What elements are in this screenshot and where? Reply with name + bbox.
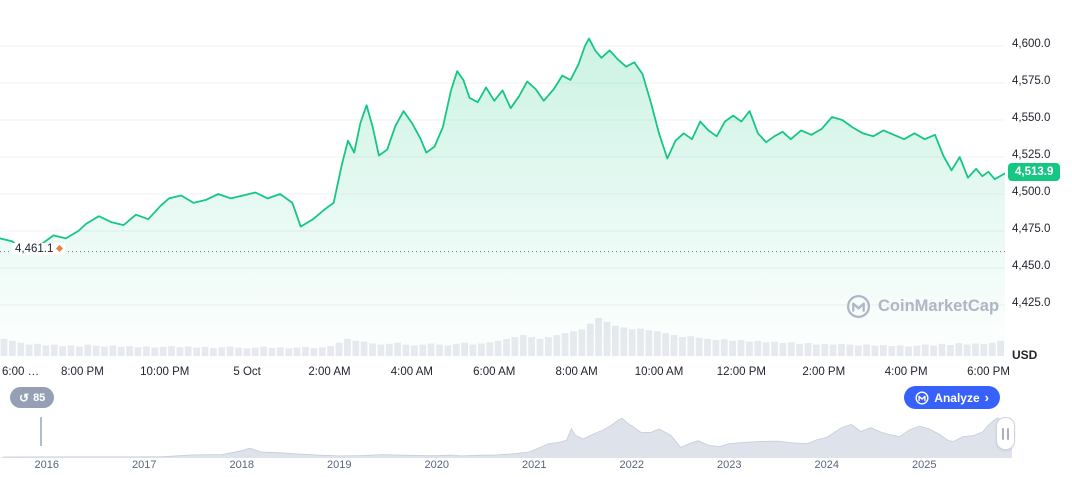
navigator-year-label: 2020 [424, 459, 450, 471]
navigator-year-label: 2022 [619, 459, 645, 471]
watermark-text: CoinMarketCap [878, 297, 1000, 315]
x-axis-tick-label: 6:00 PM [967, 366, 1010, 378]
x-axis-tick-label: 10:00 PM [140, 366, 190, 378]
x-axis-tick-label: 2:00 PM [802, 366, 846, 378]
bar-replay-badge[interactable]: ↺ 85 [10, 387, 55, 408]
x-axis-tick-label: 10:00 AM [634, 366, 684, 378]
handle-grip-icon [1002, 427, 1004, 440]
price-axis: USD 4,600.0 4,575.0 4,550.0 4,525.0 4,500.0 4… [1005, 0, 1072, 362]
y-axis-tick-label: 4,450.0 [1012, 260, 1051, 272]
x-axis-tick-label: 6:00 … [2, 366, 40, 378]
y-axis-tick-label: 4,475.0 [1012, 223, 1051, 235]
open-price-marker-icon [56, 245, 64, 253]
x-axis-tick-label: 4:00 AM [390, 366, 433, 378]
handle-grip-icon [1007, 427, 1009, 440]
navigator-year-label: 2018 [229, 459, 255, 471]
chevron-right-icon: › [984, 389, 989, 405]
x-axis-tick-label: 5 Oct [233, 366, 261, 378]
analyze-label: Analyze [934, 390, 980, 405]
navigator-year-label: 2023 [717, 459, 742, 471]
open-price-value: 4,461.1 [15, 242, 54, 255]
navigator-range-start-handle[interactable] [40, 417, 42, 446]
navigator-year-label: 2025 [912, 459, 937, 471]
analyze-button[interactable]: Analyze › [904, 386, 1000, 409]
x-axis-tick-label: 2:00 AM [308, 366, 351, 378]
bar-replay-count: 85 [33, 391, 46, 404]
price-chart-plot[interactable]: 4,461.1 CoinMarketCap [0, 0, 1005, 360]
navigator-year-label: 2017 [132, 459, 157, 471]
x-axis-tick-label: 4:00 PM [884, 366, 928, 378]
open-price-label: 4,461.1 [12, 242, 66, 255]
navigator-year-label: 2024 [814, 459, 840, 471]
history-clock-icon: ↺ [19, 390, 30, 405]
navigator-year-axis: 2016 2017 2018 2019 2020 2021 2022 2023 2024 2025 [0, 459, 1012, 475]
price-chart-svg [0, 37, 1005, 360]
x-axis-tick-label: 12:00 PM [716, 366, 767, 378]
time-axis: 6:00 … 8:00 PM 10:00 PM 5 Oct 2:00 AM 4:00 AM… [0, 364, 1010, 382]
y-axis-tick-label: 4,550.0 [1012, 112, 1051, 124]
coinmarketcap-watermark: CoinMarketCap [846, 294, 999, 319]
x-axis-tick-label: 6:00 AM [473, 366, 516, 378]
y-axis-tick-label: 4,600.0 [1012, 38, 1051, 50]
y-axis-tick-label: 4,525.0 [1012, 149, 1051, 161]
x-axis-tick-label: 8:00 PM [60, 366, 104, 378]
currency-label: USD [1012, 348, 1038, 362]
navigator-range-end-handle[interactable] [996, 417, 1015, 450]
x-axis-tick-label: 8:00 AM [555, 366, 598, 378]
navigator-year-label: 2019 [327, 459, 352, 471]
navigator-year-label: 2016 [34, 459, 60, 471]
y-axis-tick-label: 4,500.0 [1012, 186, 1051, 198]
y-axis-tick-label: 4,575.0 [1012, 75, 1051, 87]
current-price-badge: 4,513.9 [1008, 163, 1061, 182]
y-axis-tick-label: 4,425.0 [1012, 297, 1051, 309]
coinmarketcap-logo-icon [846, 294, 871, 319]
navigator-minichart-svg [0, 417, 1012, 458]
coinmarketcap-logo-icon [915, 390, 929, 405]
date-range-navigator[interactable] [0, 412, 1012, 460]
navigator-year-label: 2021 [522, 459, 547, 471]
